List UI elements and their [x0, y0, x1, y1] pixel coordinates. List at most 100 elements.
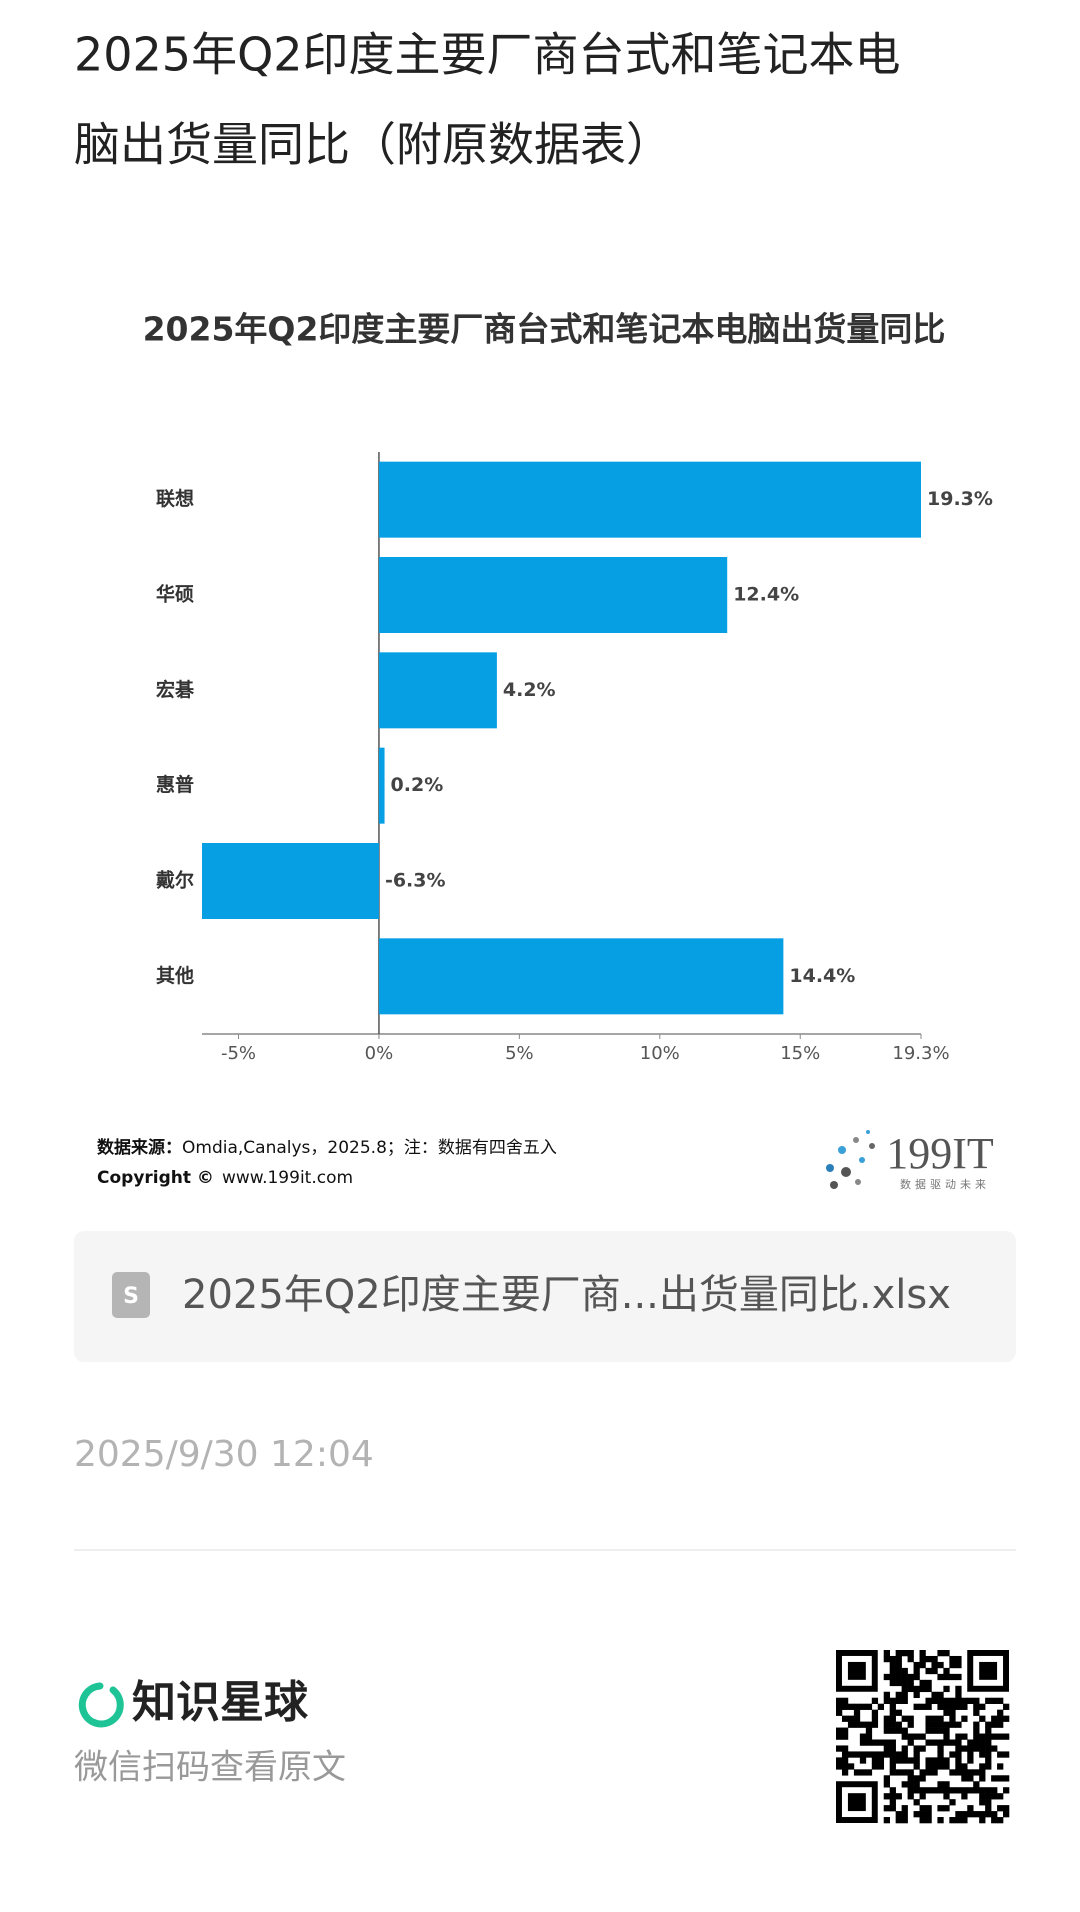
qr-module: [967, 1751, 974, 1758]
qr-module: [973, 1709, 980, 1716]
qr-module: [895, 1679, 902, 1687]
y-tick-label: 其他: [156, 964, 194, 987]
qr-module: [871, 1757, 879, 1764]
qr-module: [883, 1781, 890, 1788]
qr-module: [961, 1793, 968, 1800]
qr-module: [901, 1667, 908, 1675]
qr-module: [895, 1691, 902, 1699]
qr-module: [943, 1709, 950, 1716]
qr-module: [859, 1721, 867, 1728]
qr-module: [883, 1745, 890, 1752]
qr-module: [871, 1721, 879, 1728]
qr-module: [943, 1733, 950, 1740]
qr-module: [925, 1721, 932, 1728]
qr-module: [997, 1817, 1004, 1824]
qr-module: [931, 1763, 938, 1770]
qr-module: [937, 1721, 944, 1728]
qr-module: [841, 1757, 849, 1764]
value-label: 19.3%: [927, 488, 993, 510]
page-title: 2025年Q2印度主要厂商台式和笔记本电: [74, 28, 901, 82]
value-label: 0.2%: [391, 774, 444, 796]
qr-module: [955, 1697, 962, 1704]
qr-module: [913, 1811, 920, 1818]
qr-module: [895, 1655, 902, 1663]
qr-module: [949, 1721, 956, 1728]
qr-module: [985, 1721, 992, 1728]
qr-module: [961, 1775, 968, 1782]
qr-module: [937, 1739, 944, 1746]
qr-module: [883, 1751, 890, 1758]
qr-module: [931, 1727, 938, 1734]
qr-module: [955, 1673, 962, 1681]
qr-module: [877, 1751, 885, 1758]
qr-module: [961, 1817, 968, 1824]
qr-module: [949, 1709, 956, 1716]
qr-module: [997, 1775, 1004, 1782]
qr-module: [925, 1667, 932, 1675]
qr-module: [955, 1685, 962, 1693]
qr-module: [913, 1799, 920, 1806]
qr-module: [836, 1745, 843, 1752]
bar: [378, 938, 784, 1015]
qr-module: [949, 1739, 956, 1746]
chart-title: 2025年Q2印度主要厂商台式和笔记本电脑出货量同比: [143, 310, 946, 349]
page-title: 脑出货量同比（附原数据表）: [74, 118, 672, 172]
x-tick-label: 10%: [640, 1043, 680, 1064]
bar: [378, 557, 728, 633]
qr-module: [913, 1757, 920, 1764]
qr-module: [1003, 1733, 1010, 1740]
file-name[interactable]: 2025年Q2印度主要厂商...出货量同比.xlsx: [182, 1272, 951, 1318]
qr-module: [937, 1805, 944, 1812]
qr-module: [967, 1805, 974, 1812]
qr-module: [955, 1733, 962, 1740]
bar: [202, 843, 379, 919]
qr-module: [991, 1733, 998, 1740]
qr-module: [997, 1793, 1004, 1800]
qr-module: [961, 1745, 968, 1752]
qr-module: [871, 1715, 879, 1722]
qr-module: [979, 1811, 986, 1818]
qr-module: [883, 1697, 890, 1704]
qr-module: [889, 1787, 896, 1794]
qr-module: [937, 1697, 944, 1704]
copyright-text: www.199it.com: [222, 1168, 353, 1188]
qr-module: [937, 1673, 944, 1681]
qr-module: [883, 1721, 890, 1728]
qr-module: [859, 1751, 867, 1758]
qr-module: [1003, 1715, 1010, 1722]
attachment-card[interactable]: [74, 1231, 1016, 1362]
qr-module: [883, 1691, 890, 1699]
qr-module: [913, 1763, 920, 1770]
qr-module: [997, 1805, 1004, 1812]
qr-module: [973, 1769, 980, 1776]
qr-module: [943, 1805, 950, 1812]
qr-module: [949, 1769, 956, 1776]
qr-module: [961, 1697, 968, 1704]
qr-module: [889, 1709, 896, 1716]
qr-module: [931, 1757, 938, 1764]
logo-dots: [826, 1130, 875, 1189]
qr-module: [901, 1715, 908, 1722]
qr-module: [871, 1763, 879, 1770]
qr-module: [985, 1787, 992, 1794]
qr-module: [913, 1775, 920, 1782]
qr-module: [979, 1769, 986, 1776]
qr-code[interactable]: [836, 1650, 1010, 1824]
qr-module: [961, 1715, 968, 1722]
qr-module: [865, 1703, 873, 1710]
x-tick-label: -5%: [221, 1043, 256, 1064]
qr-module: [865, 1751, 873, 1758]
qr-module: [985, 1793, 992, 1800]
x-tick-label: 5%: [505, 1043, 534, 1064]
qr-module: [955, 1739, 962, 1746]
qr-module: [853, 1703, 861, 1710]
qr-module: [901, 1733, 908, 1740]
qr-module: [889, 1793, 896, 1800]
qr-module: [883, 1727, 890, 1734]
bar: [378, 747, 385, 824]
qr-module: [961, 1703, 968, 1710]
qr-module: [991, 1721, 998, 1728]
qr-module: [889, 1763, 896, 1770]
qr-module: [931, 1739, 938, 1746]
qr-finder: [847, 1661, 866, 1680]
